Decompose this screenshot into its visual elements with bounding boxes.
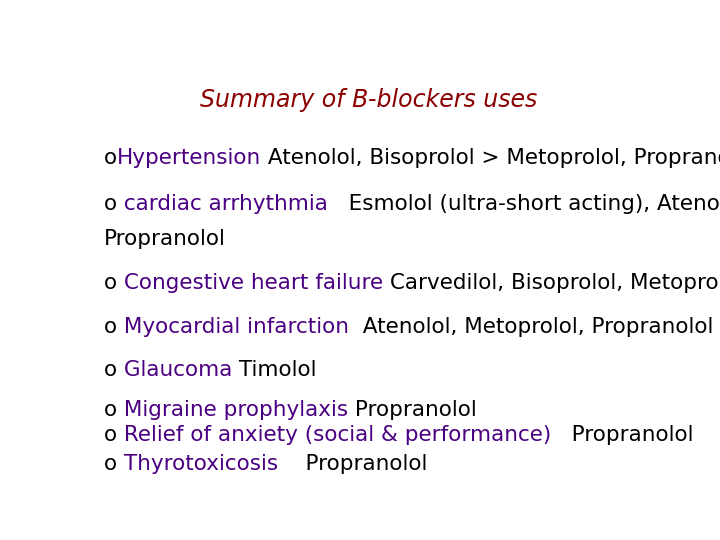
Text: Atenolol, Bisoprolol > Metoprolol, Propranolol: Atenolol, Bisoprolol > Metoprolol, Propr… [261, 148, 720, 168]
Text: Migraine prophylaxis: Migraine prophylaxis [117, 400, 348, 420]
Text: Congestive heart failure: Congestive heart failure [117, 273, 383, 293]
Text: Esmolol (ultra-short acting), Atenolol,: Esmolol (ultra-short acting), Atenolol, [328, 194, 720, 214]
Text: Relief of anxiety (social & performance): Relief of anxiety (social & performance) [117, 425, 552, 445]
Text: Thyrotoxicosis: Thyrotoxicosis [117, 454, 278, 474]
Text: Propranolol: Propranolol [348, 400, 477, 420]
Text: Carvedilol, Bisoprolol, Metoprolol: Carvedilol, Bisoprolol, Metoprolol [383, 273, 720, 293]
Text: o: o [104, 360, 117, 380]
Text: Propranolol: Propranolol [552, 425, 694, 445]
Text: Hypertension: Hypertension [117, 148, 261, 168]
Text: o: o [104, 273, 117, 293]
Text: Atenolol, Metoprolol, Propranolol: Atenolol, Metoprolol, Propranolol [349, 318, 714, 338]
Text: o: o [104, 194, 117, 214]
Text: Propranolol: Propranolol [104, 229, 226, 249]
Text: Propranolol: Propranolol [278, 454, 428, 474]
Text: Summary of B-blockers uses: Summary of B-blockers uses [200, 88, 538, 112]
Text: o: o [104, 400, 117, 420]
Text: o: o [104, 318, 117, 338]
Text: o: o [104, 425, 117, 445]
Text: o: o [104, 454, 117, 474]
Text: cardiac arrhythmia: cardiac arrhythmia [117, 194, 328, 214]
Text: Myocardial infarction: Myocardial infarction [117, 318, 349, 338]
Text: Glaucoma: Glaucoma [117, 360, 233, 380]
Text: o: o [104, 148, 117, 168]
Text: Timolol: Timolol [233, 360, 317, 380]
